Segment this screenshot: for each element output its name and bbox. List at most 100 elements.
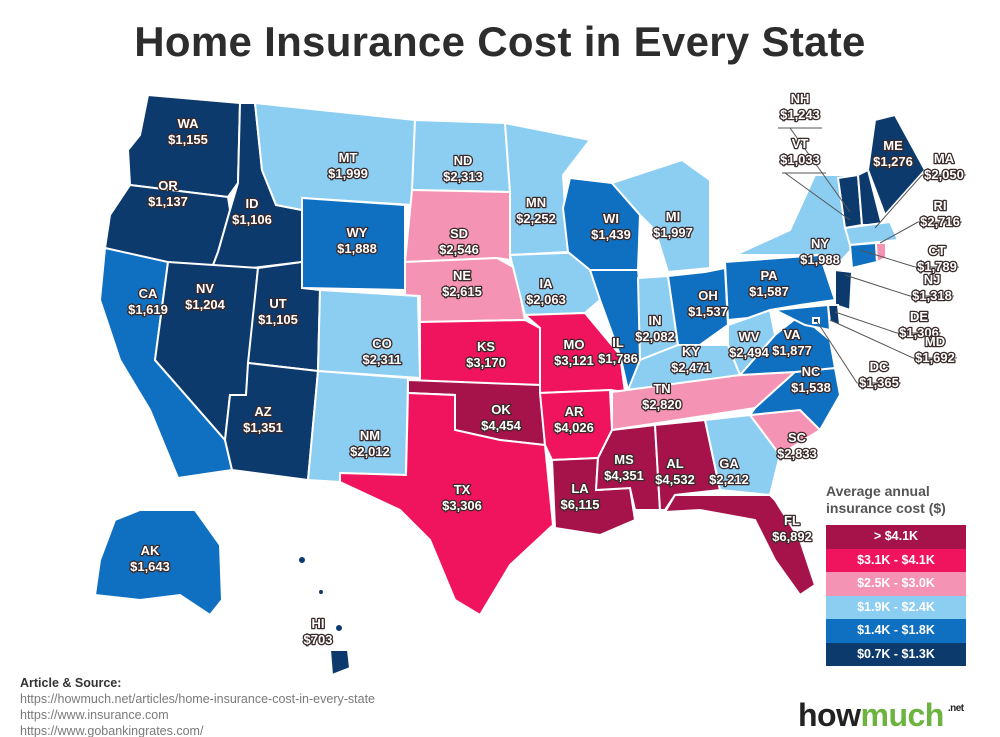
legend-item-2-5k-3-0k: $2.5K - $3.0K (826, 572, 966, 596)
state-CT (848, 241, 879, 270)
state-code-NJ: NJ (924, 272, 941, 287)
legend-item-0-7k-1-3k: $0.7K - $1.3K (826, 642, 966, 666)
state-code-MI: MI (666, 209, 680, 224)
logo-much: much (860, 697, 944, 733)
state-code-MN: MN (526, 195, 546, 210)
state-code-DC: DC (870, 359, 889, 374)
state-value-CT: $1,789 (917, 259, 957, 274)
state-value-OR: $1,137 (148, 194, 188, 209)
state-code-SC: SC (788, 430, 807, 445)
state-code-PA: PA (760, 268, 778, 283)
state-code-NV: NV (196, 281, 214, 296)
state-value-MN: $2,252 (516, 211, 556, 226)
state-code-WA: WA (178, 116, 200, 131)
state-NJ (834, 268, 854, 312)
state-value-AK: $1,643 (130, 559, 170, 574)
source-link-insurance[interactable]: https://www.insurance.com (20, 708, 169, 722)
state-code-MT: MT (339, 150, 358, 165)
state-value-GA: $2,212 (709, 472, 749, 487)
state-code-CA: CA (139, 286, 158, 301)
state-value-NY: $1,988 (800, 252, 840, 267)
state-code-CO: CO (372, 336, 392, 351)
state-value-TN: $2,820 (642, 397, 682, 412)
state-TX (339, 391, 555, 617)
legend-title-line2: insurance cost ($) (826, 500, 946, 516)
state-MI (610, 158, 711, 274)
state-SD (403, 188, 511, 264)
state-HI-island (297, 555, 307, 565)
state-value-MI: $1,997 (653, 225, 693, 240)
state-code-NM: NM (360, 428, 380, 443)
callouts (778, 127, 966, 384)
state-value-WI: $1,439 (591, 227, 631, 242)
state-code-WY: WY (347, 225, 368, 240)
source-block: Article & Source: https://howmuch.net/ar… (20, 675, 375, 737)
state-code-IA: IA (540, 276, 554, 291)
state-GA (703, 413, 782, 497)
state-value-AR: $4,026 (554, 420, 594, 435)
state-code-NC: NC (802, 364, 821, 379)
state-code-TN: TN (653, 381, 670, 396)
state-code-ND: ND (454, 153, 473, 168)
state-labels: WA$1,155 OR$1,137 CA$1,619 ID$1,106 NV$1,204… (127, 90, 965, 649)
state-code-MD: MD (925, 334, 945, 349)
state-value-OK: $4,454 (481, 418, 522, 433)
state-value-WV: $2,494 (729, 345, 770, 360)
state-value-IL: $1,786 (598, 351, 638, 366)
state-MA (843, 220, 900, 247)
state-HI-island (334, 623, 344, 633)
state-value-WY: $1,888 (337, 241, 377, 256)
state-code-NE: NE (453, 268, 471, 283)
state-value-IN: $2,082 (635, 329, 675, 344)
state-value-ME: $1,276 (873, 154, 913, 169)
state-value-MT: $1,999 (328, 166, 368, 181)
state-code-KY: KY (682, 344, 700, 359)
state-value-ND: $2,313 (443, 169, 483, 184)
state-value-DC: $1,365 (859, 375, 899, 390)
state-value-OH: $1,537 (688, 304, 728, 319)
state-value-MO: $3,121 (554, 353, 594, 368)
state-code-HI: HI (312, 616, 325, 631)
state-value-IA: $2,063 (526, 292, 566, 307)
state-value-KY: $2,471 (671, 360, 711, 375)
state-value-NE: $2,615 (442, 284, 482, 299)
legend-item-3-1k-4-1k: $3.1K - $4.1K (826, 548, 966, 572)
state-code-AR: AR (565, 404, 584, 419)
state-value-CA: $1,619 (128, 302, 168, 317)
state-code-AZ: AZ (254, 404, 271, 419)
state-code-LA: LA (571, 481, 589, 496)
source-link-article[interactable]: https://howmuch.net/articles/home-insura… (20, 692, 376, 706)
state-value-DE: $1,306 (899, 325, 939, 340)
state-code-NY: NY (811, 236, 829, 251)
state-value-TX: $3,306 (442, 498, 482, 513)
state-code-OR: OR (158, 178, 178, 193)
state-code-FL: FL (784, 513, 800, 528)
legend-item-gt-4-1k: > $4.1K (826, 525, 966, 549)
state-code-GA: GA (719, 456, 739, 471)
state-code-VA: VA (783, 327, 801, 342)
state-code-NH: NH (791, 91, 810, 106)
state-code-WV: WV (739, 329, 760, 344)
chart-title: Home Insurance Cost in Every State (134, 18, 866, 65)
state-RI (874, 242, 887, 264)
state-value-MS: $4,351 (604, 468, 644, 483)
state-PA (723, 253, 837, 322)
state-code-CT: CT (928, 243, 945, 258)
state-code-TX: TX (454, 482, 471, 497)
state-code-AL: AL (666, 456, 683, 471)
state-code-RI: RI (934, 198, 947, 213)
state-value-NM: $2,012 (350, 444, 390, 459)
state-value-NC: $1,538 (791, 380, 831, 395)
state-code-OH: OH (698, 288, 718, 303)
state-code-IL: IL (612, 335, 624, 350)
legend-title: Average annual insurance cost ($) (826, 483, 966, 517)
state-code-ID: ID (246, 196, 259, 211)
source-link-gobankingrates[interactable]: https://www.gobankingrates.com/ (20, 724, 204, 737)
legend-item-1-4k-1-8k: $1.4K - $1.8K (826, 619, 966, 643)
state-HI-island (317, 588, 325, 596)
state-FL (663, 494, 817, 597)
state-value-AZ: $1,351 (243, 420, 283, 435)
legend-title-line1: Average annual (826, 483, 930, 499)
state-value-CO: $2,311 (362, 352, 401, 367)
